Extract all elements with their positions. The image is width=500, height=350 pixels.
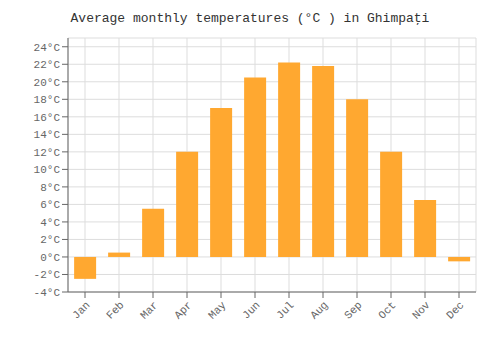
svg-text:Sep: Sep (342, 299, 364, 321)
svg-text:Aug: Aug (308, 299, 330, 321)
svg-text:Dec: Dec (444, 299, 466, 321)
svg-text:Apr: Apr (172, 299, 194, 321)
svg-text:24°C: 24°C (34, 42, 61, 54)
svg-text:18°C: 18°C (34, 94, 61, 106)
svg-text:2°C: 2°C (40, 234, 60, 246)
svg-text:6°C: 6°C (40, 199, 60, 211)
svg-text:8°C: 8°C (40, 182, 60, 194)
svg-text:Jul: Jul (274, 299, 296, 321)
svg-text:Jun: Jun (240, 299, 262, 321)
svg-text:0°C: 0°C (40, 252, 60, 264)
svg-text:May: May (206, 299, 229, 322)
svg-text:22°C: 22°C (34, 59, 61, 71)
svg-text:-2°C: -2°C (34, 269, 61, 281)
svg-text:12°C: 12°C (34, 147, 61, 159)
svg-text:Nov: Nov (410, 299, 433, 322)
svg-text:14°C: 14°C (34, 129, 61, 141)
svg-text:Oct: Oct (376, 299, 398, 321)
svg-text:Feb: Feb (104, 299, 126, 321)
svg-text:16°C: 16°C (34, 112, 61, 124)
svg-text:Mar: Mar (138, 299, 160, 321)
svg-text:Jan: Jan (70, 299, 92, 321)
svg-text:20°C: 20°C (34, 77, 61, 89)
svg-text:10°C: 10°C (34, 164, 61, 176)
svg-text:-4°C: -4°C (34, 287, 61, 299)
html-text:Average monthly temperatures (: Average monthly temperatures (°C ) in Gh… (70, 11, 430, 26)
svg-text:4°C: 4°C (40, 217, 60, 229)
